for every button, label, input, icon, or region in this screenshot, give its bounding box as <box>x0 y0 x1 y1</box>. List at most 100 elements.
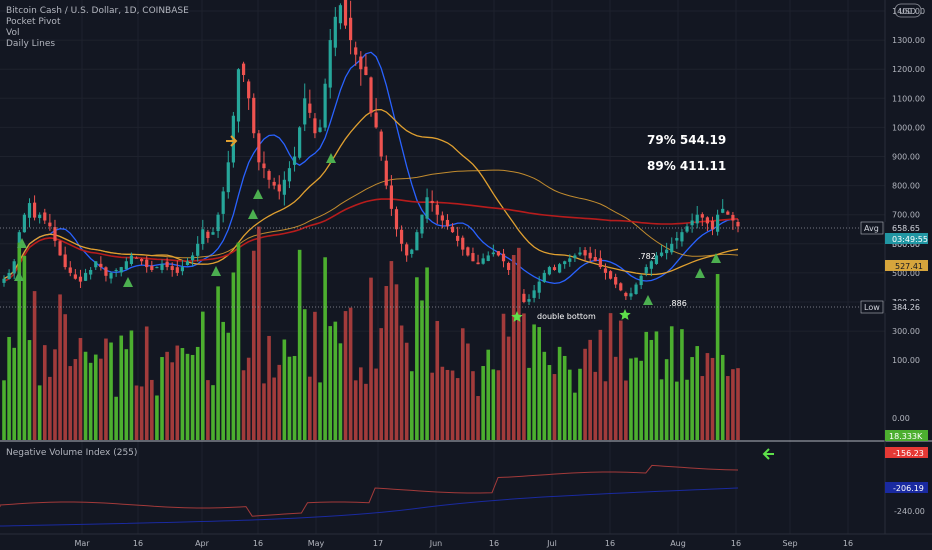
candle-body <box>63 254 67 268</box>
nvi-lines <box>0 464 739 527</box>
candle-body <box>221 191 225 214</box>
volume-bar <box>216 286 220 440</box>
time-tick-label: Sep <box>782 539 797 548</box>
volume-bar <box>593 371 598 440</box>
candle-body <box>450 226 455 233</box>
candle-body <box>461 237 465 250</box>
volume-bar <box>17 242 22 440</box>
volume-bar <box>715 274 720 440</box>
volume-bar <box>613 356 618 440</box>
candle-body <box>654 255 659 264</box>
time-tick-label: 16 <box>843 539 853 548</box>
volume-bar <box>700 376 705 440</box>
volume-bar <box>506 336 511 440</box>
volume-bar <box>726 376 730 440</box>
volume-bar <box>88 362 93 440</box>
time-tick-label: Mar <box>74 539 90 548</box>
candle-body <box>282 179 286 195</box>
legend-vol[interactable]: Vol <box>6 28 19 38</box>
candle-body <box>695 214 699 224</box>
candle-body <box>425 197 429 219</box>
volume-bar <box>353 380 358 440</box>
volume-bar <box>221 321 225 440</box>
volume-value: 18.333K <box>889 432 923 441</box>
candle-body <box>736 221 740 227</box>
candle-body <box>573 255 577 259</box>
candle-body <box>456 235 460 241</box>
volume-bar <box>731 369 735 440</box>
candle-body <box>685 226 689 232</box>
candle-body <box>323 83 327 128</box>
candle-body <box>114 269 118 271</box>
price-tick-label: 800.00 <box>892 182 920 191</box>
volume-bar <box>450 370 455 440</box>
volume-bar <box>440 366 445 440</box>
candle-body <box>491 252 495 255</box>
volume-bar <box>664 359 669 440</box>
volume-bar <box>690 357 694 440</box>
currency-badge[interactable] <box>894 3 922 18</box>
candle-body <box>389 185 393 209</box>
price-tick-label: 500.00 <box>892 269 920 278</box>
time-tick-label: Apr <box>195 539 210 548</box>
avg-tag: Avg 658.65 <box>860 221 928 235</box>
candle-body <box>160 264 164 270</box>
volume-bar <box>241 370 246 440</box>
triangle-up-icon <box>643 295 653 305</box>
pivot-markers <box>14 153 721 322</box>
nvi-blue-tag: -206.19 <box>885 482 928 493</box>
price-tick-label: 1400.00 <box>892 7 925 16</box>
volume-bar <box>562 355 567 440</box>
ma-blue-line <box>3 51 738 285</box>
volume-bar <box>369 277 373 440</box>
volume-bar <box>685 379 689 440</box>
volume-bar <box>297 249 302 440</box>
nvi-panel-title[interactable]: Negative Volume Index (255) <box>6 448 137 458</box>
volume-tick-label: 300.00 <box>892 240 920 249</box>
candle-body <box>680 232 684 242</box>
legend-pocket-pivot[interactable]: Pocket Pivot <box>6 17 61 27</box>
volume-bar <box>58 294 62 440</box>
time-axis[interactable]: Mar 16 Apr 16 May 17 Jun 16 Jul 16 Aug 16 Sep 16 <box>74 539 853 548</box>
price-tick-label: 1200.00 <box>892 65 925 74</box>
volume-bar <box>415 277 419 440</box>
volume-bar <box>144 326 149 440</box>
volume-bar <box>644 331 649 440</box>
volume-bar <box>379 328 383 440</box>
volume-bar <box>12 347 16 440</box>
candle-body <box>328 40 332 88</box>
volume-bar <box>42 345 47 440</box>
candle-body <box>170 266 174 270</box>
volume-bar <box>119 335 124 440</box>
star-icon <box>511 311 523 322</box>
fib-79-label: 79% 544.19 <box>647 133 726 147</box>
volume-bar <box>420 300 424 440</box>
volume-bar <box>2 380 6 440</box>
candle-body <box>124 261 128 270</box>
candle-body <box>73 274 77 279</box>
volume-bar <box>736 368 740 440</box>
volume-bar <box>160 357 164 440</box>
candle-body <box>624 292 628 297</box>
candle-body <box>43 212 47 221</box>
candle-body <box>568 258 572 262</box>
candle-body <box>394 209 399 230</box>
candle-body <box>705 217 710 224</box>
candle-body <box>731 214 735 221</box>
candle-body <box>78 276 83 282</box>
candle-body <box>318 127 322 132</box>
avg-tag-label: Avg <box>864 224 879 233</box>
candle-body <box>557 264 562 273</box>
volume-bar <box>200 311 205 440</box>
candle-body <box>659 252 664 256</box>
volume-bar <box>206 380 210 440</box>
candle-body <box>287 168 292 182</box>
legend-daily-lines[interactable]: Daily Lines <box>6 39 55 49</box>
candle-body <box>68 267 72 273</box>
time-tick-label: 16 <box>489 539 499 548</box>
candle-body <box>354 47 358 55</box>
volume-bar <box>226 332 231 440</box>
candle-body <box>532 290 536 298</box>
volume-bar <box>618 320 623 440</box>
